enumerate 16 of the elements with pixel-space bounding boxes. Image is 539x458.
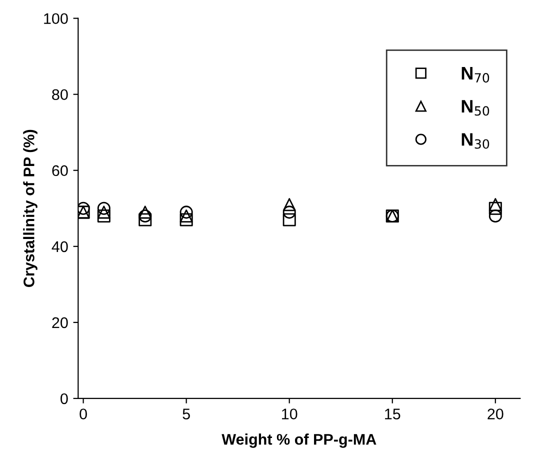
x-tick-label: 10 [282,408,298,420]
legend-label: N$_{70}$ [462,67,490,83]
y-axis-title: Crystallinity of PP (%) [23,130,38,287]
y-tick-label: 40 [52,241,68,252]
legend-label: N$_{50}$ [462,100,490,116]
y-tick-label: 80 [52,89,68,100]
y-tick-label: 100 [44,13,68,24]
y-tick-label: 60 [52,165,68,176]
x-tick-label: 5 [182,408,190,420]
x-tick-label: 0 [80,408,87,420]
legend-label: N$_{30}$ [462,133,490,149]
x-tick-label: 15 [385,408,400,420]
x-axis-title: Weight % of PP-g-MA [222,434,376,448]
y-tick-label: 20 [52,317,68,328]
y-tick-label: 0 [60,393,68,404]
x-tick-label: 20 [488,408,504,420]
